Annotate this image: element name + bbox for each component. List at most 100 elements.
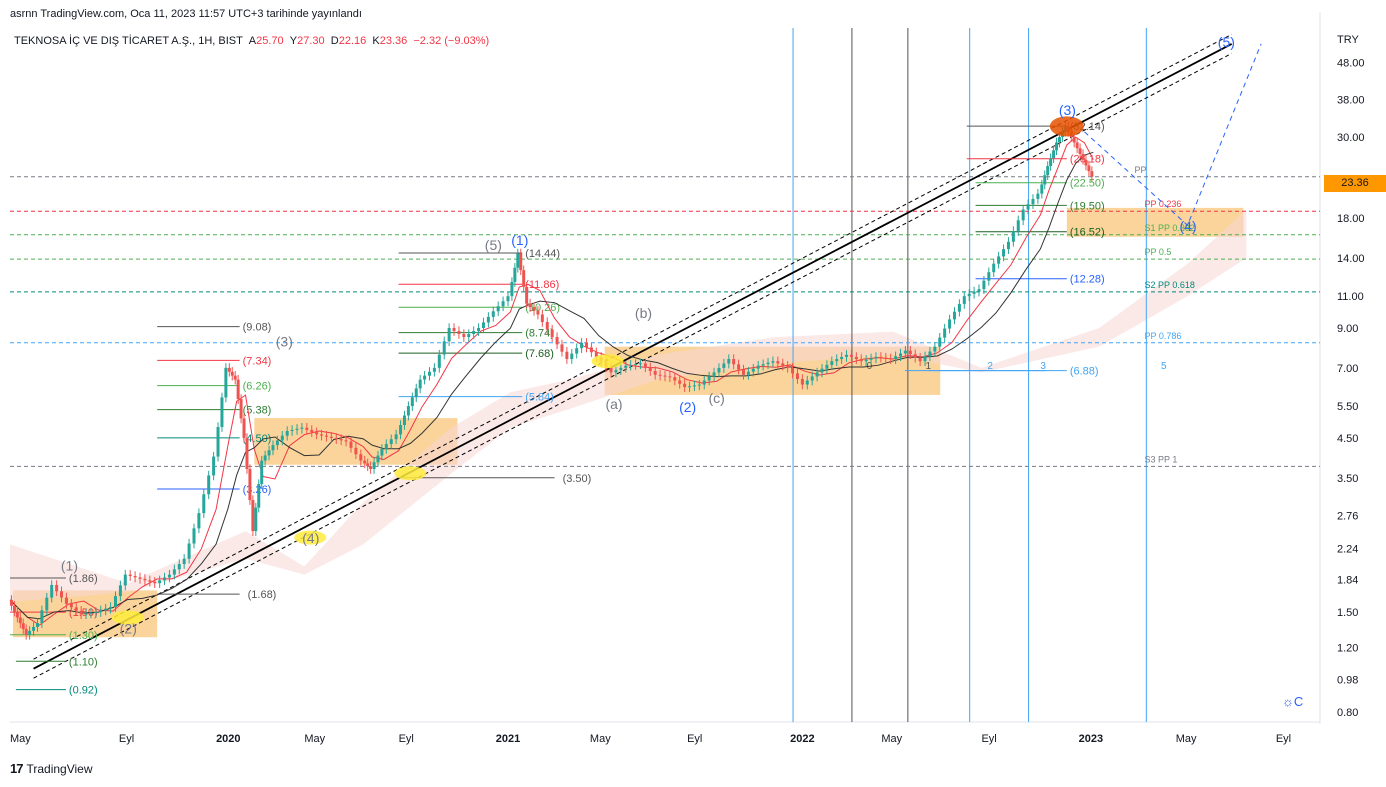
candle-body [683,383,687,388]
candle-body [560,344,564,352]
candle-body [519,253,523,271]
candle-body [550,329,554,338]
candle-body [933,346,937,352]
candle-body [285,431,289,436]
candle-body [825,364,829,369]
candle-body [158,580,162,584]
candle-body [884,357,888,359]
candle-body [624,365,628,368]
fib-level-label: (5.38) [243,405,272,417]
candle-body [800,378,804,385]
y-tick-label: 7.00 [1337,363,1358,375]
wave-label: (5) [485,237,502,253]
low-label: D [330,35,339,47]
candle-body [859,359,863,362]
candle-body [727,359,731,364]
y-tick-label: 2.76 [1337,510,1358,522]
candle-body [1006,241,1010,250]
candle-body [1036,193,1040,199]
wave-label: (b) [635,305,652,321]
candle-body [815,372,819,377]
y-tick-label: 30.00 [1337,132,1365,144]
candle-body [962,296,966,304]
candle-body [879,356,883,358]
candle-body [516,253,520,268]
candle-body [943,328,947,338]
high-value: 27.30 [297,35,325,47]
candle-body [840,356,844,360]
candle-body [540,314,544,323]
fib-level-label: (1.86) [69,573,98,585]
candle-body [513,267,517,282]
candle-body [220,397,224,428]
candle-body [776,361,780,364]
candle-body [40,610,44,624]
candle-body [820,368,824,373]
candle-body [967,293,971,297]
candle-body [1031,198,1035,205]
candle-body [143,578,147,581]
fib-level-label: (3.50) [563,473,592,485]
candle-body [363,460,367,464]
wave-label: (3) [1059,102,1076,118]
open-label: A [248,35,257,47]
candle-body [21,623,25,630]
candle-body [133,576,137,578]
publish-info: asrnn TradingView.com, Oca 11, 2023 11:5… [10,8,362,20]
candle-body [673,377,677,381]
footer-brand: 17 TradingView [10,761,93,776]
candle-body [889,358,893,360]
x-tick-label: 2021 [496,733,520,745]
candle-body [506,296,510,302]
fib-level-label: (8.74) [525,328,554,340]
wave-label: (1) [61,557,78,573]
candle-body [447,328,451,342]
candle-body [771,361,775,363]
wave-label: (4) [1180,218,1197,234]
fib-level-label: (4.50) [243,433,272,445]
y-tick-label: 3.50 [1337,473,1358,485]
candle-body [12,605,16,612]
y-tick-label: 2.24 [1337,544,1358,556]
wave-label: (3) [276,334,293,350]
candle-body [290,429,294,432]
candle-body [182,558,186,565]
candle-body [410,397,414,407]
candle-body [1049,158,1053,167]
candle-body [869,358,873,360]
y-tick-label: 4.50 [1337,433,1358,445]
candle-body [472,331,476,335]
candle-body [894,356,898,360]
candle-body [123,574,127,586]
candle-body [192,528,196,544]
candle-body [712,372,716,377]
candle-body [334,437,338,440]
fib-level-label: (5.84) [525,392,554,404]
candle-body [344,440,348,442]
candle-body [163,577,167,581]
symbol-name: TEKNOSA İÇ VE DIŞ TİCARET A.Ş., 1H, BIST [14,35,243,47]
candle-body [233,375,237,380]
candle-body [254,507,258,532]
y-tick-label: 11.00 [1337,291,1364,303]
y-tick-label: 5.50 [1337,401,1358,413]
change-value: −2.32 (−9.03%) [413,35,490,47]
candle-body [402,415,406,425]
fib-level-label: (1.68) [248,589,277,601]
consolidation-box [1066,207,1244,237]
candle-body [923,356,927,362]
candle-body [928,351,932,357]
candle-body [634,364,638,366]
candle-body [810,376,814,381]
candle-body [638,363,642,365]
y-tick-label: 1.50 [1337,607,1358,619]
candle-body [35,623,39,627]
auto-scale-icon[interactable]: ☼C [1282,694,1304,709]
pivot-label: S2 PP 0.618 [1145,280,1195,290]
last-price-tag: 23.36 [1324,175,1386,192]
pivot-label: PP [1135,165,1147,175]
candle-body [148,580,152,582]
candle-body [1072,137,1076,143]
